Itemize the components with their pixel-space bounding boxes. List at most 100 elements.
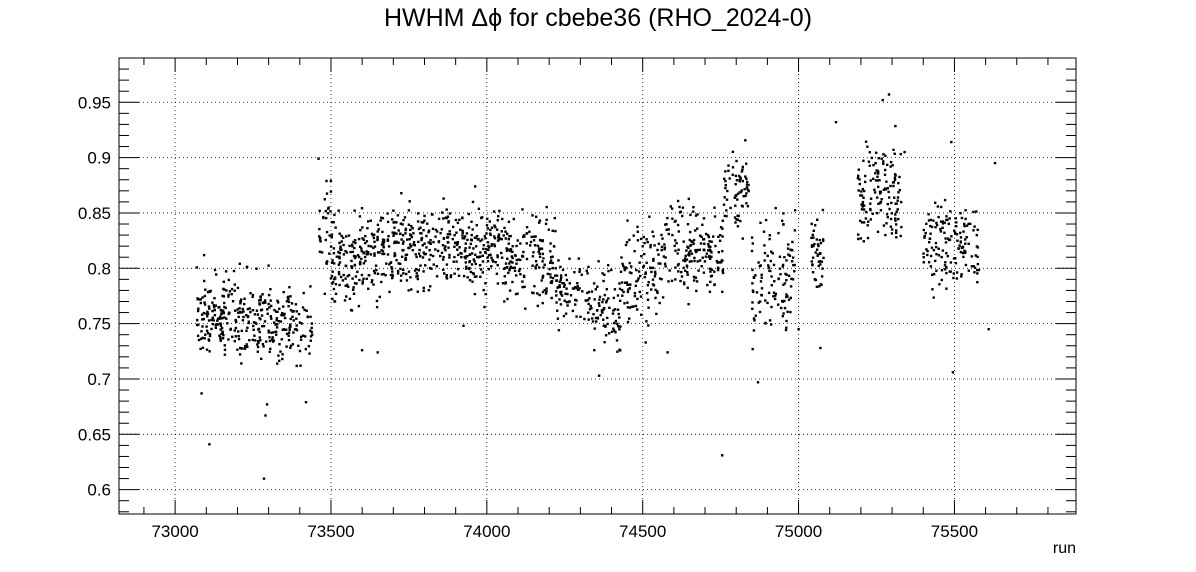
data-point: [927, 213, 930, 216]
data-point: [367, 220, 370, 223]
data-point: [464, 247, 467, 250]
data-point: [719, 261, 723, 264]
data-point: [649, 266, 652, 269]
data-point: [899, 234, 902, 238]
data-point: [537, 250, 540, 254]
data-point: [357, 304, 361, 308]
data-point: [238, 311, 242, 314]
data-point: [269, 288, 272, 291]
data-point: [514, 254, 517, 257]
data-point: [627, 288, 630, 291]
data-point: [417, 269, 420, 272]
data-point: [593, 298, 596, 301]
data-point: [774, 294, 777, 297]
data-point: [310, 322, 313, 325]
data-point: [376, 351, 379, 354]
data-point: [859, 219, 862, 222]
data-point: [219, 328, 222, 331]
data-point: [667, 232, 670, 236]
data-point: [342, 253, 346, 256]
data-point: [273, 308, 276, 312]
data-point: [538, 219, 542, 222]
data-point: [396, 214, 400, 217]
data-point: [490, 243, 493, 246]
data-point: [285, 300, 289, 303]
data-point: [646, 240, 649, 244]
data-point: [534, 235, 537, 238]
data-point: [821, 267, 824, 270]
data-point: [713, 270, 716, 273]
data-point: [285, 328, 288, 331]
data-point: [483, 305, 486, 309]
data-point: [639, 274, 642, 278]
data-point: [234, 335, 237, 338]
data-point: [601, 311, 604, 314]
data-point: [397, 241, 400, 244]
data-point: [889, 184, 892, 188]
data-point: [766, 301, 769, 305]
data-point: [946, 254, 949, 258]
data-point: [393, 241, 396, 245]
data-point: [504, 266, 507, 270]
data-point: [719, 226, 723, 229]
data-point: [541, 290, 545, 294]
data-point: [393, 252, 396, 255]
data-point: [256, 350, 259, 353]
data-point: [701, 223, 704, 226]
data-point: [409, 228, 412, 232]
data-point: [613, 329, 616, 332]
data-point: [622, 264, 625, 268]
data-point: [932, 296, 935, 299]
data-point: [779, 273, 782, 276]
data-point: [208, 307, 211, 310]
data-point: [210, 327, 213, 331]
data-point: [479, 239, 482, 243]
data-point: [883, 187, 887, 190]
data-point: [751, 268, 754, 272]
data-point: [781, 265, 784, 268]
data-point: [816, 253, 820, 256]
data-point: [502, 234, 505, 237]
data-point: [568, 257, 571, 260]
data-point: [225, 289, 228, 292]
data-point: [552, 245, 556, 248]
data-point: [515, 274, 518, 277]
data-point: [557, 329, 561, 332]
data-point: [402, 272, 405, 275]
data-point: [477, 256, 480, 259]
data-point: [375, 268, 378, 272]
data-point: [382, 252, 386, 256]
data-point: [667, 228, 670, 231]
data-point: [594, 316, 598, 320]
data-point: [352, 286, 355, 289]
data-point: [246, 326, 249, 329]
data-point: [348, 244, 351, 248]
data-point: [256, 340, 260, 343]
data-point: [497, 233, 501, 236]
data-point: [286, 296, 289, 299]
data-point: [811, 256, 815, 259]
data-point: [767, 291, 771, 295]
data-point: [298, 321, 302, 324]
data-point: [785, 279, 788, 282]
data-point: [532, 235, 536, 238]
data-point: [487, 244, 490, 248]
data-point: [653, 244, 656, 247]
data-point: [461, 237, 464, 240]
data-point: [351, 277, 354, 280]
data-point: [391, 270, 394, 273]
data-point: [940, 205, 943, 209]
data-point: [891, 164, 894, 167]
data-point: [532, 251, 535, 254]
data-point: [255, 322, 258, 325]
data-point: [515, 262, 518, 265]
data-point: [353, 263, 357, 267]
data-point: [203, 303, 207, 306]
data-point: [702, 217, 706, 220]
data-point: [311, 333, 314, 336]
data-point: [511, 266, 515, 270]
data-point: [682, 266, 685, 270]
data-point: [662, 255, 665, 258]
data-point: [987, 328, 990, 331]
data-point: [509, 249, 513, 253]
